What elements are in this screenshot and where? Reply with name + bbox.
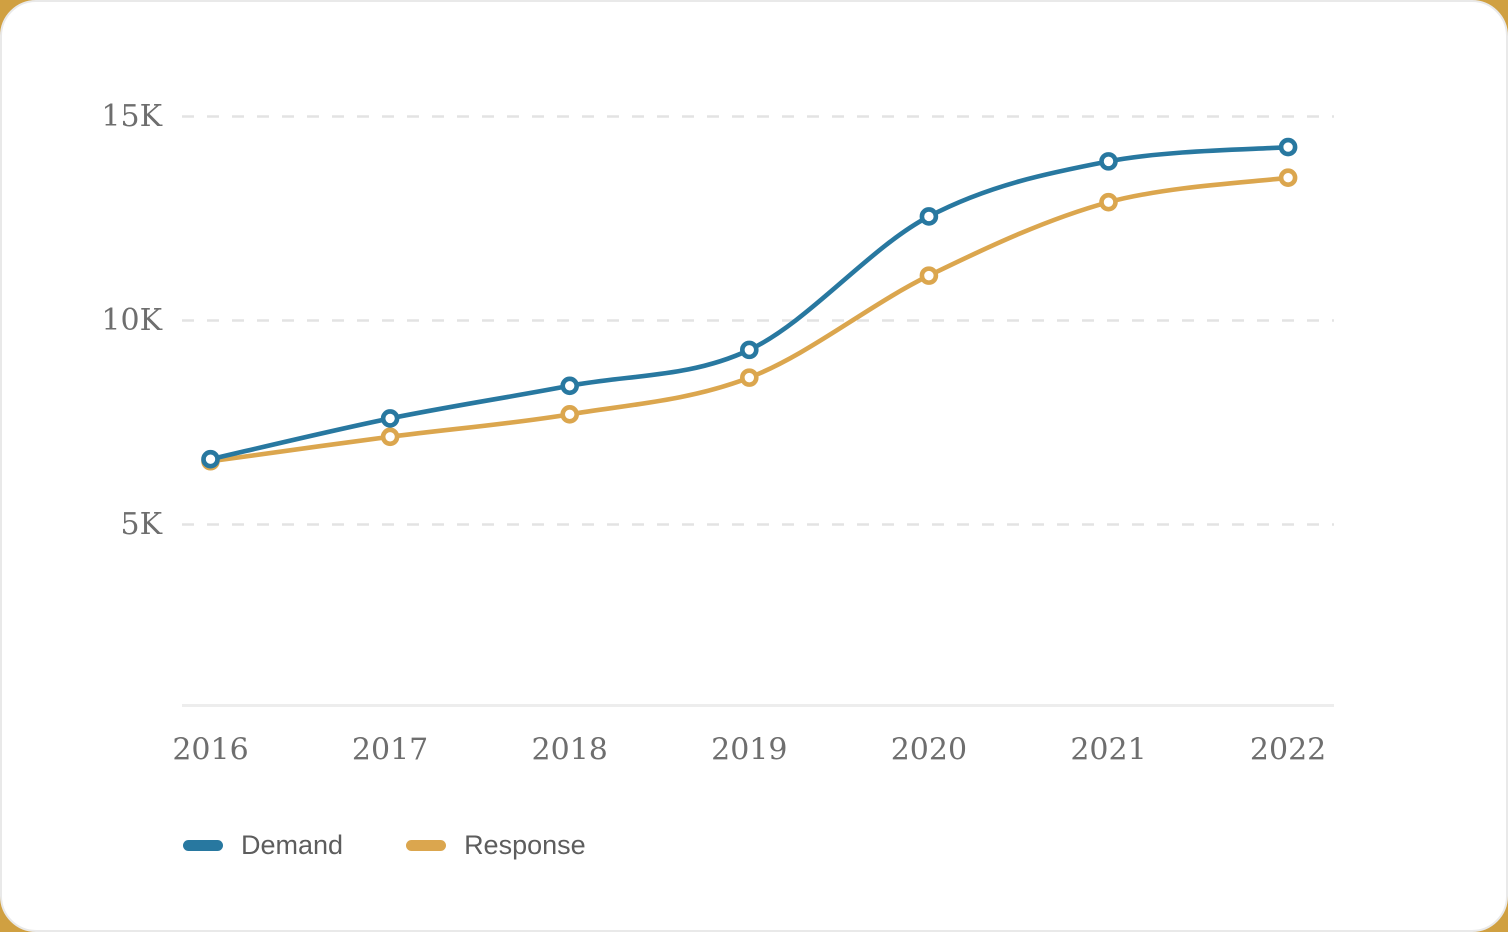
response-point-2021[interactable] [1099, 192, 1118, 212]
response-point-2020[interactable] [919, 266, 939, 285]
y-tick-label-15K: 15K [101, 99, 162, 134]
legend-swatch-demand [183, 839, 223, 851]
response-point-2017[interactable] [380, 427, 400, 447]
demand-line [208, 144, 1291, 462]
response-line [208, 175, 1291, 464]
legend-item-label: Demand [241, 829, 344, 860]
demand-point-2018[interactable] [560, 376, 580, 396]
demand-point-2017[interactable] [380, 409, 400, 428]
response-point-2022[interactable] [1278, 168, 1298, 187]
x-tick-label-2018: 2018 [532, 733, 608, 768]
x-tick-label-2019: 2019 [711, 733, 787, 768]
legend-swatch-response [406, 839, 447, 851]
response-point-2018[interactable] [560, 405, 580, 424]
y-tick-label-5K: 5K [121, 507, 163, 542]
demand-point-2022[interactable] [1278, 137, 1298, 157]
chart-legend: Demand Response [183, 828, 586, 862]
x-tick-label-2016: 2016 [172, 733, 248, 768]
x-tick-label-2022: 2022 [1250, 733, 1326, 768]
x-tick-label-2020: 2020 [891, 733, 967, 768]
legend-item-response[interactable]: Response [406, 829, 586, 860]
x-tick-label-2021: 2021 [1070, 733, 1146, 768]
demand-point-2021[interactable] [1099, 152, 1118, 171]
demand-point-2020[interactable] [919, 207, 939, 226]
legend-item-demand[interactable]: Demand [183, 829, 344, 860]
demand-point-2016[interactable] [201, 449, 220, 469]
y-tick-label-10K: 10K [101, 303, 162, 338]
legend-item-label: Response [464, 829, 586, 860]
demand-point-2019[interactable] [739, 340, 759, 360]
response-point-2019[interactable] [739, 368, 759, 387]
x-tick-label-2017: 2017 [352, 733, 428, 768]
